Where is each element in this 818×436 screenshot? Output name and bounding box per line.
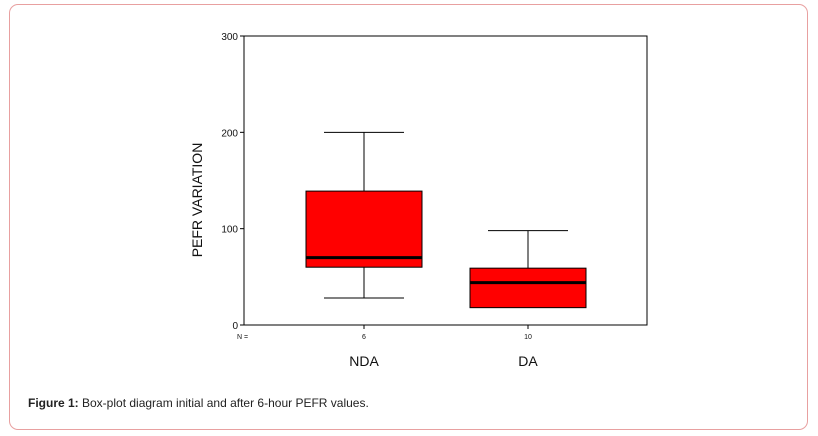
x-axis: 6 NDA 10 DA xyxy=(349,325,538,369)
y-axis-label: PEFR VARIATION xyxy=(189,143,205,258)
box-iqr xyxy=(469,267,587,309)
figure-frame xyxy=(9,4,808,430)
n-value: 6 xyxy=(362,334,366,341)
y-tick-label: 300 xyxy=(221,32,238,43)
box-plot-chart: 0 100 200 300 6 NDA 10 DA PEFR VARIATION N = xyxy=(189,32,648,369)
category-label: NDA xyxy=(349,353,379,369)
plot-area xyxy=(243,35,648,326)
y-axis: 0 100 200 300 xyxy=(221,32,244,332)
figure-caption: Figure 1: Box-plot diagram initial and a… xyxy=(28,396,369,410)
n-label: N = xyxy=(237,334,248,341)
y-tick-label: 100 xyxy=(221,225,238,236)
caption-text: Box-plot diagram initial and after 6-hou… xyxy=(78,396,369,410)
box-nda xyxy=(305,131,423,299)
y-tick-label: 0 xyxy=(232,321,238,332)
box-da xyxy=(469,230,587,309)
n-value: 10 xyxy=(524,334,532,341)
category-label: DA xyxy=(518,353,538,369)
box-iqr xyxy=(305,190,423,268)
boxes xyxy=(305,131,587,309)
caption-label: Figure 1: xyxy=(28,396,79,410)
y-tick-label: 200 xyxy=(221,128,238,139)
